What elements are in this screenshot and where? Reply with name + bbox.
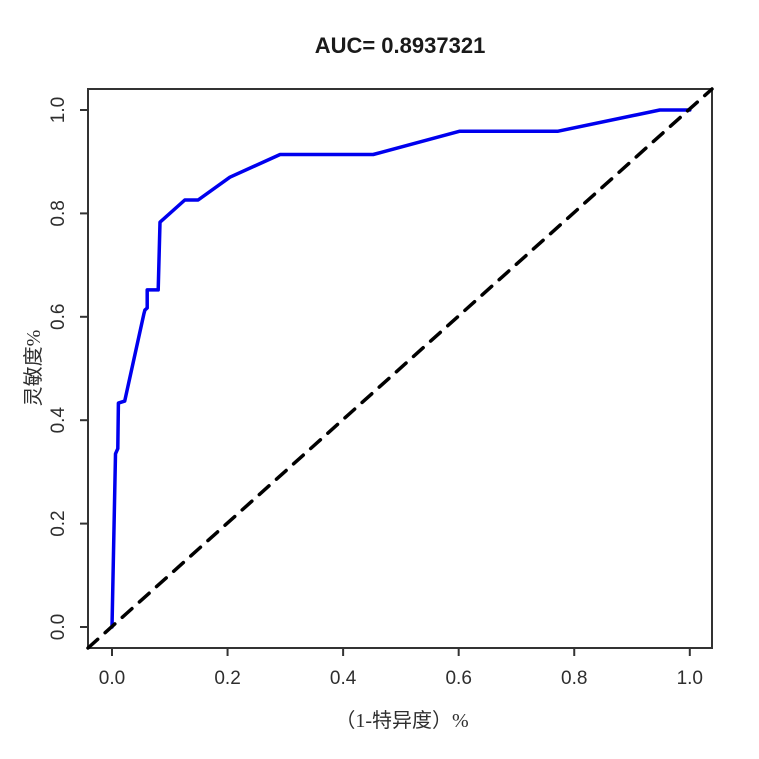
y-tick-label: 0.8 bbox=[48, 200, 69, 226]
y-tick-label: 1.0 bbox=[48, 97, 69, 123]
y-axis-label: 灵敏度% bbox=[22, 330, 45, 407]
x-axis: 0.0 0.2 0.4 0.6 0.8 1.0 bbox=[99, 648, 703, 689]
plot-box bbox=[87, 88, 713, 649]
plot-series bbox=[86, 87, 714, 650]
x-tick-label: 1.0 bbox=[677, 668, 703, 689]
x-tick-label: 0.0 bbox=[99, 668, 125, 689]
roc-curve bbox=[110, 108, 692, 629]
x-tick-label: 0.6 bbox=[445, 668, 471, 689]
y-tick-label: 0.4 bbox=[48, 407, 69, 434]
x-tick-label: 0.2 bbox=[214, 668, 240, 689]
chart-title: AUC= 0.8937321 bbox=[315, 33, 486, 58]
y-axis: 0.0 0.2 0.4 0.6 0.8 1.0 bbox=[48, 97, 88, 640]
x-tick-label: 0.4 bbox=[330, 668, 357, 689]
x-axis-label: （1-特异度）% bbox=[335, 709, 468, 732]
y-tick-label: 0.6 bbox=[48, 304, 69, 330]
x-tick-label: 0.8 bbox=[561, 668, 587, 689]
chance-diagonal bbox=[86, 87, 714, 650]
y-tick-label: 0.2 bbox=[48, 510, 69, 536]
y-tick-label: 0.0 bbox=[48, 614, 69, 640]
